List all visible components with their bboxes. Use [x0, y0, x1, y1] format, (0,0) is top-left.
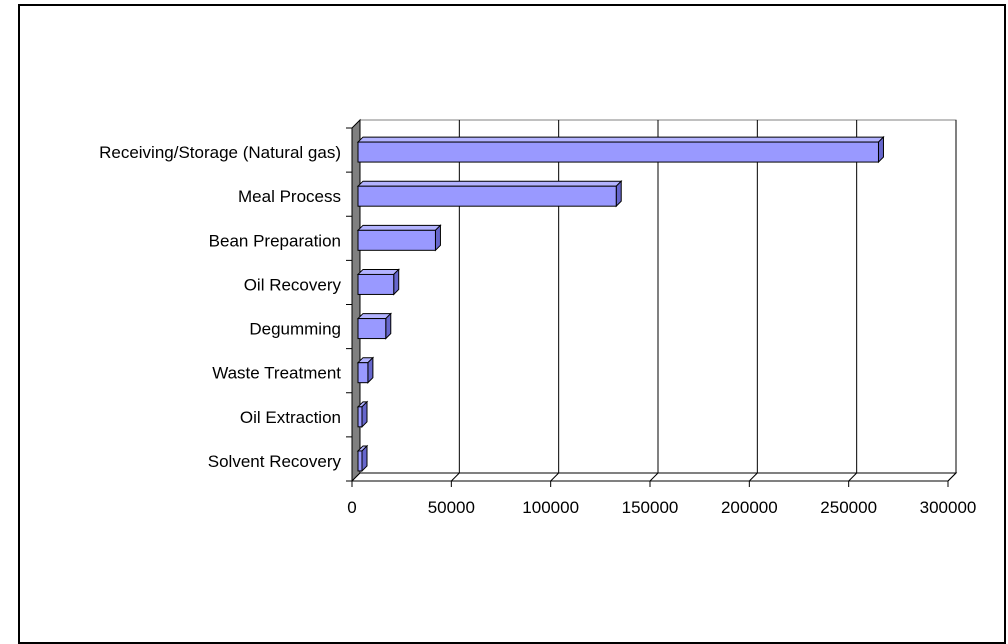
category-label: Oil Extraction: [240, 408, 341, 427]
floor-gridline: [848, 472, 858, 482]
bar-front-face: [357, 406, 363, 428]
bar: [356, 135, 885, 164]
x-tick-label: 100000: [522, 498, 579, 517]
category-label: Solvent Recovery: [208, 452, 342, 471]
category-label: Meal Process: [238, 187, 341, 206]
x-tick-label: 250000: [820, 498, 877, 517]
bar-front-face: [357, 185, 617, 207]
bar-end-face: [367, 356, 374, 384]
bar: [356, 179, 623, 208]
floor-gridline: [649, 472, 659, 482]
category-labels: Receiving/Storage (Natural gas) Meal Proc…: [99, 143, 341, 471]
chart-walls: [350, 118, 958, 483]
bar: [356, 400, 369, 429]
bar-end-face: [877, 135, 884, 164]
category-label: Receiving/Storage (Natural gas): [99, 143, 341, 162]
bar-front-face: [357, 141, 879, 163]
x-tick-label: 0: [347, 498, 356, 517]
bar-front-face: [357, 450, 363, 472]
x-tick-labels: 0 50000 100000 150000 200000 250000 300000: [347, 498, 976, 517]
floor-gridline: [748, 472, 758, 482]
category-label: Degumming: [249, 320, 341, 339]
floor-gridline: [550, 472, 560, 482]
bar-top-face: [356, 180, 623, 187]
bar: [356, 444, 369, 473]
x-tick-label: 300000: [920, 498, 977, 517]
bars: [356, 135, 885, 473]
bar: [356, 224, 442, 252]
bar: [356, 268, 400, 296]
x-tick-label: 200000: [721, 498, 778, 517]
bar-front-face: [357, 362, 369, 384]
bar-end-face: [615, 179, 622, 208]
bar-chart: Receiving/Storage (Natural gas) Meal Proc…: [99, 118, 976, 517]
bar-end-face: [434, 224, 441, 252]
floor-gridline: [947, 472, 957, 482]
bar-end-face: [385, 312, 392, 340]
category-label: Oil Recovery: [244, 275, 342, 294]
bar-end-face: [361, 400, 368, 429]
bar: [356, 312, 392, 340]
x-tick-label: 50000: [428, 498, 475, 517]
category-label: Bean Preparation: [209, 231, 341, 250]
bar-end-face: [361, 444, 368, 473]
gridlines: [346, 120, 957, 487]
bar: [356, 356, 375, 384]
bar-front-face: [357, 318, 387, 340]
bar-front-face: [357, 273, 395, 295]
bar-end-face: [393, 268, 400, 296]
bar-top-face: [356, 268, 400, 275]
bar-top-face: [356, 224, 442, 231]
x-tick-label: 150000: [622, 498, 679, 517]
bar-front-face: [357, 229, 436, 251]
floor-gridline: [450, 472, 460, 482]
bar-top-face: [356, 136, 885, 143]
category-label: Waste Treatment: [212, 364, 341, 383]
